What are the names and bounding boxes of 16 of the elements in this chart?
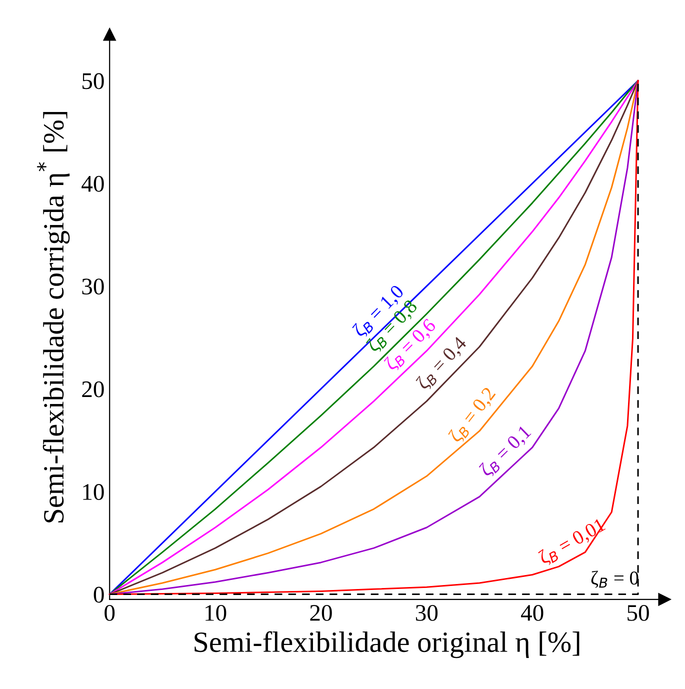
x-tick-label: 30 xyxy=(416,604,438,621)
x-tick-label: 40 xyxy=(521,604,544,621)
y-tick-label: 40 xyxy=(82,176,104,192)
x-tick-label: 10 xyxy=(206,604,226,621)
y-tick-label: 20 xyxy=(82,381,104,398)
x-tick-label: 0 xyxy=(104,604,115,621)
text: ζ$_{B}$ = 0,01 xyxy=(537,517,608,568)
y-tick-label: 50 xyxy=(82,73,104,90)
y-tick-label: 30 xyxy=(82,278,104,295)
x-tick-label: 20 xyxy=(310,604,332,621)
x-axis-title: Semi-flexibilidade original η [%] xyxy=(194,631,580,658)
series-label: ζ$_{B}$ = 0 xyxy=(591,570,638,588)
x-tick-label: 50 xyxy=(628,604,649,621)
y-tick-label: 10 xyxy=(83,484,104,500)
y-tick-label: 0 xyxy=(94,586,104,603)
y-axis-title: Semi-flexibilidade corrigida η$^{*}$ [%] xyxy=(37,112,70,522)
